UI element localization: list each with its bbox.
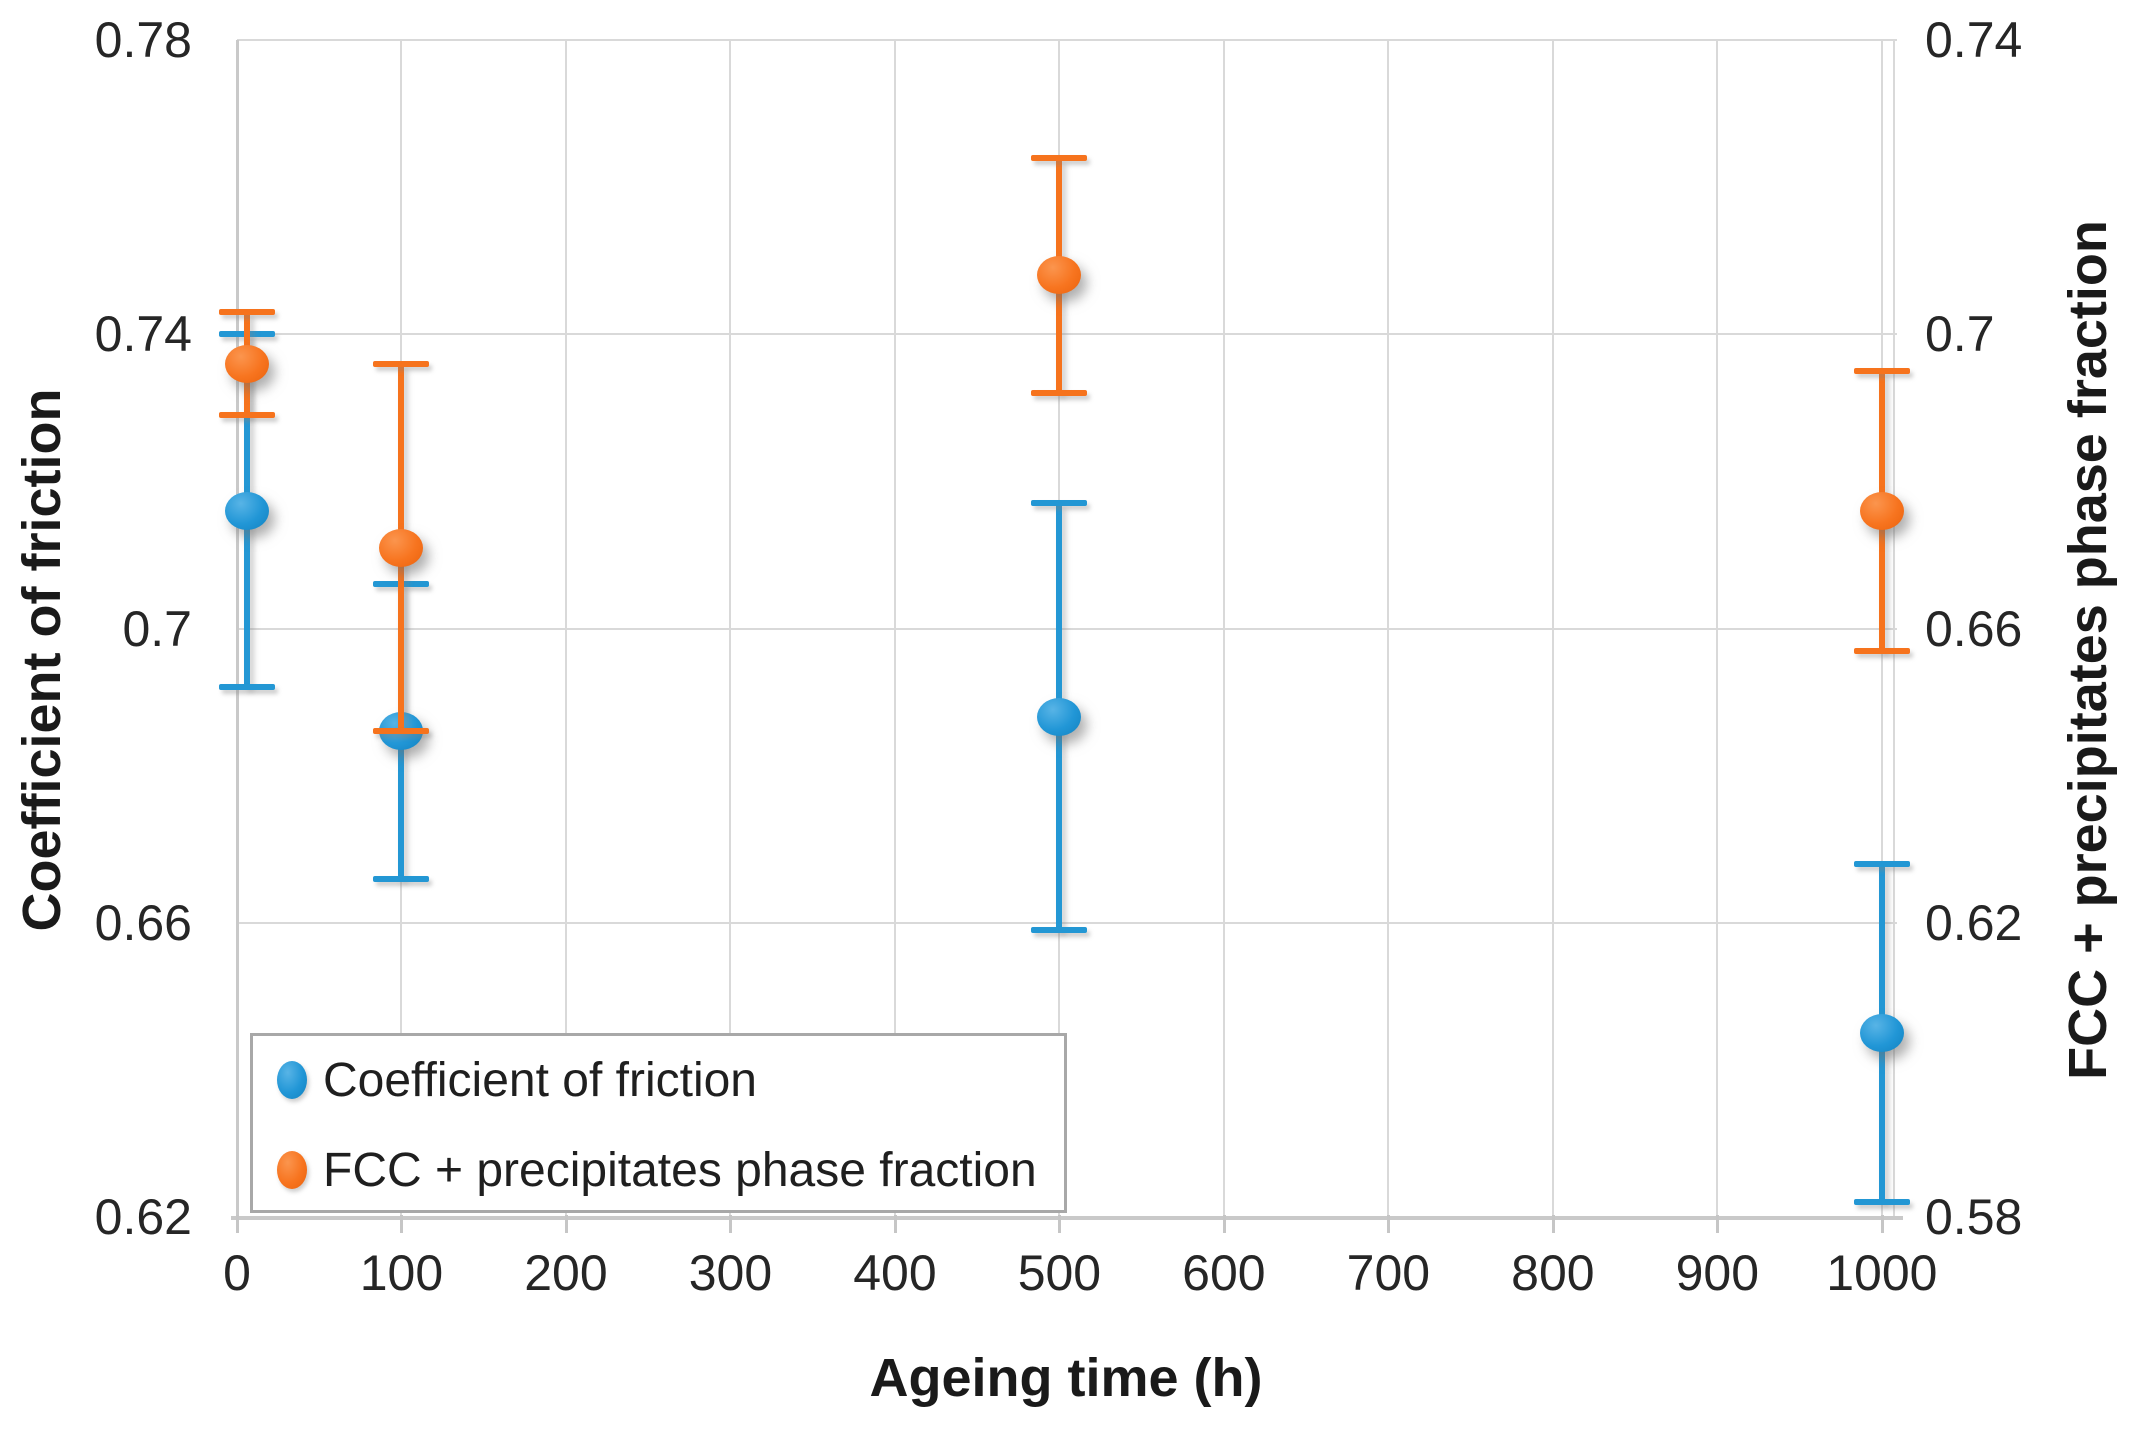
x-axis-title: Ageing time (h) <box>869 1348 1263 1408</box>
error-bar-cap <box>218 684 275 691</box>
data-point-marker <box>1859 491 1904 530</box>
x-axis-tick <box>236 1215 239 1233</box>
y-axis-tick-label: 0.66 <box>1925 600 2023 657</box>
y-axis-tick-label: 0.74 <box>1925 12 2023 68</box>
error-bar-cap <box>373 875 430 882</box>
legend-entry-coefficient-of-friction: Coefficient of friction <box>277 1054 757 1107</box>
orange-marker-icon <box>277 1151 307 1189</box>
error-bar-cap <box>1853 647 1910 654</box>
error-bar-cap <box>1031 927 1088 934</box>
vertical-gridline <box>1387 40 1390 1217</box>
y-axis-tick-label: 0.7 <box>1925 306 1995 363</box>
blue-marker-icon <box>277 1061 307 1099</box>
x-axis-line <box>231 1216 1903 1220</box>
x-axis-tick <box>1058 1215 1062 1233</box>
x-axis-tick-label: 0 <box>223 1245 251 1301</box>
horizontal-gridline <box>237 921 1897 924</box>
horizontal-gridline <box>237 627 1897 630</box>
x-axis-tick <box>564 1215 568 1233</box>
x-axis-tick <box>729 1215 733 1233</box>
error-bar-cap <box>1031 154 1088 161</box>
y-axis-tick-label: 0.78 <box>94 12 192 68</box>
x-axis-tick <box>1716 1215 1720 1233</box>
vertical-gridline <box>1222 40 1225 1217</box>
left-axis-title: Coefficient of friction <box>12 388 72 932</box>
vertical-gridline <box>564 40 567 1217</box>
data-point-marker <box>1037 697 1082 736</box>
legend-label: Coefficient of friction <box>323 1053 757 1107</box>
x-axis-tick-label: 100 <box>359 1245 444 1301</box>
vertical-gridline <box>893 40 896 1217</box>
vertical-gridline <box>1551 40 1554 1217</box>
data-point-marker <box>1859 1014 1904 1053</box>
data-point-marker <box>379 528 424 567</box>
data-point-marker <box>1037 256 1082 295</box>
error-bar-cap <box>1031 390 1088 397</box>
y-axis-tick-label: 0.7 <box>122 600 192 657</box>
x-axis-tick-label: 1000 <box>1826 1245 1938 1301</box>
error-bar-cap <box>1031 500 1088 507</box>
x-axis-tick <box>1222 1215 1226 1233</box>
error-bar-cap <box>373 728 430 735</box>
y-axis-tick-label: 0.62 <box>1925 894 2023 951</box>
horizontal-gridline <box>237 39 1897 41</box>
vertical-gridline <box>1716 40 1719 1217</box>
horizontal-gridline <box>237 333 1897 336</box>
x-axis-tick-label: 600 <box>1182 1245 1266 1301</box>
x-axis-tick-label: 800 <box>1511 1245 1595 1301</box>
error-bar-cap <box>1853 1199 1910 1206</box>
vertical-gridline <box>729 40 732 1217</box>
x-axis-tick <box>1387 1215 1391 1233</box>
plot-right-border <box>1893 40 1895 1217</box>
legend-label: FCC + precipitates phase fraction <box>323 1143 1037 1197</box>
x-axis-tick <box>1551 1215 1555 1233</box>
x-axis-tick-label: 500 <box>1017 1245 1102 1301</box>
error-bar-cap <box>373 360 430 367</box>
x-axis-tick-label: 900 <box>1675 1245 1760 1301</box>
error-bar-cap <box>1853 860 1910 867</box>
legend-box: Coefficient of friction FCC + precipitat… <box>250 1033 1067 1213</box>
x-axis-tick-label: 700 <box>1346 1245 1431 1301</box>
y-axis-tick-label: 0.58 <box>1925 1189 2023 1245</box>
y-axis-tick-label: 0.74 <box>94 306 192 363</box>
x-axis-tick <box>893 1215 897 1233</box>
x-axis-tick-label: 200 <box>524 1245 608 1301</box>
right-axis-title: FCC + precipitates phase fraction <box>2058 220 2118 1080</box>
error-bar-cap <box>1853 368 1910 375</box>
y-axis-line <box>236 40 239 1223</box>
x-axis-tick-label: 400 <box>853 1245 937 1301</box>
legend-entry-fcc-phase-fraction: FCC + precipitates phase fraction <box>277 1144 1037 1197</box>
x-axis-tick-label: 300 <box>688 1245 773 1301</box>
data-point-marker <box>224 491 269 530</box>
error-bar-cap <box>218 309 275 316</box>
y-axis-tick-label: 0.62 <box>94 1189 192 1245</box>
data-point-marker <box>224 344 269 383</box>
x-axis-tick <box>400 1215 404 1233</box>
error-bar-cap <box>218 412 275 419</box>
y-axis-tick-label: 0.66 <box>94 894 192 951</box>
x-axis-tick <box>1880 1215 1884 1233</box>
